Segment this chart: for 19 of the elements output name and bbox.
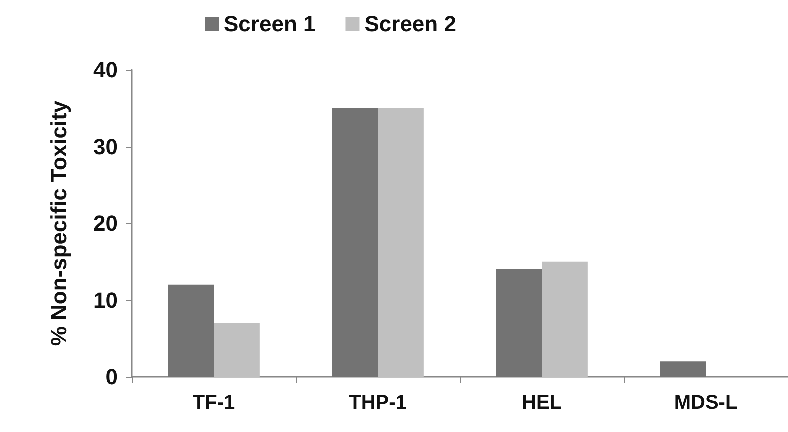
y-tick-label: 0 [106, 364, 118, 390]
y-tick-label: 40 [94, 58, 118, 82]
x-tick-label: HEL [522, 392, 562, 414]
bar [168, 284, 214, 377]
bar [332, 108, 378, 377]
y-tick-label: 30 [94, 134, 118, 160]
y-tick-label: 20 [94, 211, 118, 236]
x-tick-label: TF-1 [192, 392, 236, 414]
bar [542, 262, 588, 377]
x-tick-label: MDS-L [674, 392, 738, 414]
legend-label: Screen 1 [224, 12, 316, 36]
bar [660, 362, 706, 377]
bar [496, 270, 542, 377]
legend-label: Screen 2 [364, 12, 456, 36]
bar [214, 323, 260, 377]
y-tick-label: 10 [94, 288, 118, 313]
bar [378, 108, 424, 377]
y-axis-title: % Non-specific Toxicity [46, 100, 72, 346]
x-tick-label: THP-1 [349, 392, 407, 414]
